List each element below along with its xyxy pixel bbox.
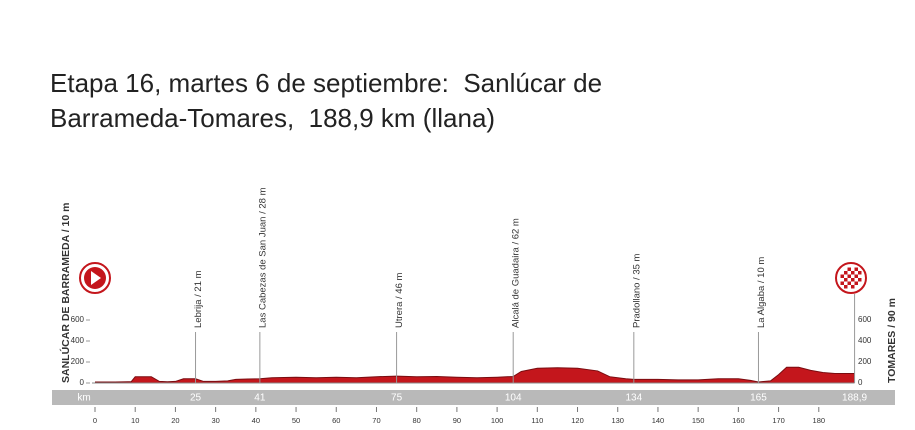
flag-square <box>847 271 851 275</box>
x-tick-label: 20 <box>171 416 179 425</box>
x-tick-label: 80 <box>413 416 421 425</box>
waypoint-label: Utrera / 46 m <box>394 272 405 328</box>
start-label: SANLÚCAR DE BARRAMEDA / 10 m <box>59 203 72 383</box>
flag-square <box>851 271 855 275</box>
x-tick-label: 180 <box>813 416 826 425</box>
flag-square <box>844 278 848 282</box>
flag-square <box>851 285 855 289</box>
flag-square <box>854 285 858 289</box>
y-tick-label: 200 <box>71 357 85 366</box>
km-band-label: 75 <box>391 393 403 404</box>
x-tick-label: 10 <box>131 416 139 425</box>
flag-square <box>844 267 848 271</box>
km-band-label: 104 <box>505 393 522 404</box>
y-tick-label: 600 <box>71 315 85 324</box>
flag-square <box>858 271 862 275</box>
flag-square <box>858 278 862 282</box>
title-line: Barrameda-Tomares, 188,9 km (llana) <box>50 103 496 133</box>
flag-square <box>858 274 862 278</box>
x-tick-label: 100 <box>491 416 504 425</box>
flag-square <box>847 278 851 282</box>
x-tick-label: 130 <box>611 416 624 425</box>
flag-square <box>840 271 844 275</box>
flag-square <box>851 274 855 278</box>
flag-square <box>854 274 858 278</box>
waypoint-label: La Algaba / 10 m <box>756 257 767 328</box>
km-band-label: 165 <box>750 393 767 404</box>
flag-square <box>858 281 862 285</box>
flag-square <box>851 281 855 285</box>
profile-area <box>95 367 855 383</box>
waypoint-label: Lebrija / 21 m <box>193 270 204 328</box>
flag-square <box>844 285 848 289</box>
waypoint-label: Las Cabezas de San Juan / 28 m <box>257 187 268 328</box>
x-tick-label: 40 <box>252 416 260 425</box>
km-label: km <box>77 393 90 404</box>
flag-square <box>854 281 858 285</box>
x-tick-label: 120 <box>571 416 584 425</box>
y-tick-label-right: 0 <box>858 378 863 387</box>
waypoint-label: Pradollano / 35 m <box>631 253 642 328</box>
flag-square <box>847 267 851 271</box>
flag-square <box>844 274 848 278</box>
km-band-label: 188,9 <box>842 393 867 404</box>
start-arrow <box>91 271 101 285</box>
title-line: Etapa 16, martes 6 de septiembre: Sanlúc… <box>50 68 603 98</box>
x-tick-label: 70 <box>372 416 380 425</box>
waypoint-label: Alcalá de Guadaira / 62 m <box>511 218 522 328</box>
flag-square <box>854 278 858 282</box>
km-band <box>52 390 895 405</box>
flag-square <box>851 278 855 282</box>
y-tick-label-right: 400 <box>858 336 872 345</box>
x-tick-label: 170 <box>772 416 785 425</box>
flag-square <box>854 267 858 271</box>
x-tick-label: 60 <box>332 416 340 425</box>
y-tick-label: 400 <box>71 336 85 345</box>
x-tick-label: 110 <box>531 416 543 425</box>
flag-square <box>851 267 855 271</box>
km-band-label: 134 <box>625 393 642 404</box>
finish-label: TOMARES / 90 m <box>886 298 898 383</box>
finish-flag <box>840 267 862 289</box>
x-tick-label: 150 <box>692 416 705 425</box>
flag-square <box>840 281 844 285</box>
y-tick-label-right: 200 <box>858 357 872 366</box>
profile-line <box>95 366 855 383</box>
flag-square <box>854 271 858 275</box>
km-band-label: 25 <box>190 393 202 404</box>
y-tick-label-right: 600 <box>858 315 872 324</box>
flag-square <box>840 278 844 282</box>
x-tick-label: 90 <box>453 416 461 425</box>
x-tick-label: 160 <box>732 416 745 425</box>
flag-square <box>840 274 844 278</box>
flag-square <box>844 281 848 285</box>
x-tick-label: 0 <box>93 416 97 425</box>
x-tick-label: 30 <box>211 416 219 425</box>
flag-square <box>847 281 851 285</box>
x-tick-label: 140 <box>652 416 665 425</box>
km-band-label: 41 <box>254 393 266 404</box>
flag-square <box>847 274 851 278</box>
flag-square <box>844 271 848 275</box>
flag-square <box>847 285 851 289</box>
x-tick-label: 50 <box>292 416 300 425</box>
y-tick-label: 0 <box>80 378 85 387</box>
